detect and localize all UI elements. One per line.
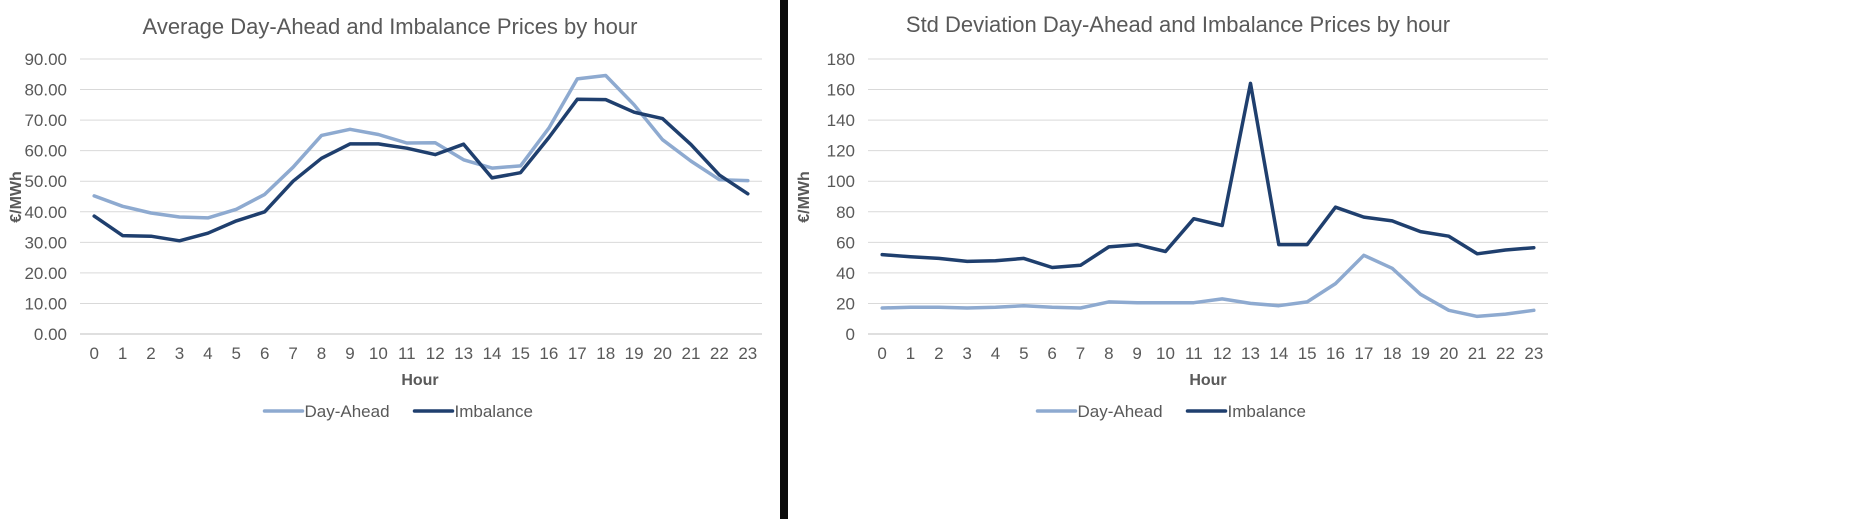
x-tick-label: 20 xyxy=(1439,344,1458,363)
x-axis-label: Hour xyxy=(401,372,438,389)
x-tick-label: 22 xyxy=(710,344,729,363)
x-tick-label: 7 xyxy=(288,344,297,363)
legend-label: Imbalance xyxy=(1228,402,1306,421)
legend-item: Day-Ahead xyxy=(1035,402,1163,421)
y-tick-label: 60.00 xyxy=(24,142,67,161)
x-axis-label: Hour xyxy=(1189,372,1226,389)
y-tick-label: 90.00 xyxy=(24,50,67,69)
panel-divider xyxy=(780,0,788,519)
y-tick-label: 180 xyxy=(827,50,855,69)
x-tick-label: 12 xyxy=(426,344,445,363)
x-tick-label: 8 xyxy=(1104,344,1113,363)
chart-stddev-prices: Std Deviation Day-Ahead and Imbalance Pr… xyxy=(796,12,1548,421)
y-tick-label: 100 xyxy=(827,172,855,191)
x-tick-label: 23 xyxy=(738,344,757,363)
x-tick-label: 4 xyxy=(991,344,1000,363)
x-tick-label: 14 xyxy=(483,344,502,363)
y-tick-label: 0.00 xyxy=(34,325,67,344)
y-axis-label: €/MWh xyxy=(8,171,25,223)
x-tick-label: 21 xyxy=(1468,344,1487,363)
x-tick-label: 10 xyxy=(369,344,388,363)
x-tick-label: 19 xyxy=(1411,344,1430,363)
x-tick-label: 15 xyxy=(1298,344,1317,363)
x-tick-label: 0 xyxy=(877,344,886,363)
y-tick-label: 70.00 xyxy=(24,111,67,130)
y-tick-label: 10.00 xyxy=(24,294,67,313)
y-tick-label: 20 xyxy=(836,294,855,313)
x-tick-label: 12 xyxy=(1213,344,1232,363)
x-tick-label: 3 xyxy=(175,344,184,363)
x-tick-label: 23 xyxy=(1524,344,1543,363)
x-tick-label: 13 xyxy=(1241,344,1260,363)
y-axis-label: €/MWh xyxy=(796,171,813,223)
x-tick-label: 16 xyxy=(1326,344,1345,363)
series-line-imbalance xyxy=(92,97,750,243)
x-tick-label: 20 xyxy=(653,344,672,363)
chart-average-prices: Average Day-Ahead and Imbalance Prices b… xyxy=(8,14,762,421)
x-tick-label: 21 xyxy=(681,344,700,363)
x-tick-label: 17 xyxy=(568,344,587,363)
y-tick-label: 60 xyxy=(836,233,855,252)
series-line-day-ahead xyxy=(92,73,750,220)
chart-panel-stddev: Std Deviation Day-Ahead and Imbalance Pr… xyxy=(788,0,1867,519)
legend-item: Imbalance xyxy=(412,402,533,421)
x-tick-label: 18 xyxy=(596,344,615,363)
x-tick-label: 0 xyxy=(89,344,98,363)
x-tick-label: 22 xyxy=(1496,344,1515,363)
legend-label: Day-Ahead xyxy=(1078,402,1163,421)
legend-item: Day-Ahead xyxy=(262,402,390,421)
legend-label: Imbalance xyxy=(455,402,533,421)
x-tick-label: 1 xyxy=(118,344,127,363)
y-tick-label: 0 xyxy=(846,325,855,344)
chart-title: Std Deviation Day-Ahead and Imbalance Pr… xyxy=(906,12,1450,37)
x-tick-label: 18 xyxy=(1383,344,1402,363)
legend-label: Day-Ahead xyxy=(305,402,390,421)
x-tick-label: 3 xyxy=(962,344,971,363)
x-tick-label: 10 xyxy=(1156,344,1175,363)
x-tick-label: 5 xyxy=(232,344,241,363)
x-tick-label: 1 xyxy=(906,344,915,363)
x-tick-label: 19 xyxy=(625,344,644,363)
y-tick-label: 40 xyxy=(836,264,855,283)
y-tick-label: 140 xyxy=(827,111,855,130)
series-line-imbalance xyxy=(880,81,1536,270)
x-tick-label: 11 xyxy=(1185,344,1203,363)
y-tick-label: 20.00 xyxy=(24,264,67,283)
y-tick-label: 50.00 xyxy=(24,172,67,191)
y-tick-label: 80 xyxy=(836,203,855,222)
x-tick-label: 9 xyxy=(1132,344,1141,363)
series-line-day-ahead xyxy=(880,253,1536,319)
chart-panel-average: Average Day-Ahead and Imbalance Prices b… xyxy=(0,0,780,519)
y-tick-label: 160 xyxy=(827,81,855,100)
x-tick-label: 4 xyxy=(203,344,212,363)
y-tick-label: 30.00 xyxy=(24,233,67,252)
x-tick-label: 7 xyxy=(1076,344,1085,363)
x-tick-label: 13 xyxy=(454,344,473,363)
x-tick-label: 2 xyxy=(146,344,155,363)
x-tick-label: 6 xyxy=(1047,344,1056,363)
x-tick-label: 14 xyxy=(1269,344,1288,363)
x-tick-label: 15 xyxy=(511,344,530,363)
x-tick-label: 2 xyxy=(934,344,943,363)
y-tick-label: 120 xyxy=(827,142,855,161)
x-tick-label: 17 xyxy=(1354,344,1373,363)
y-tick-label: 40.00 xyxy=(24,203,67,222)
x-tick-label: 11 xyxy=(398,344,416,363)
x-tick-label: 6 xyxy=(260,344,269,363)
chart-title: Average Day-Ahead and Imbalance Prices b… xyxy=(143,14,638,39)
x-tick-label: 16 xyxy=(539,344,558,363)
x-tick-label: 5 xyxy=(1019,344,1028,363)
x-tick-label: 9 xyxy=(345,344,354,363)
y-tick-label: 80.00 xyxy=(24,81,67,100)
x-tick-label: 8 xyxy=(317,344,326,363)
legend-item: Imbalance xyxy=(1185,402,1306,421)
